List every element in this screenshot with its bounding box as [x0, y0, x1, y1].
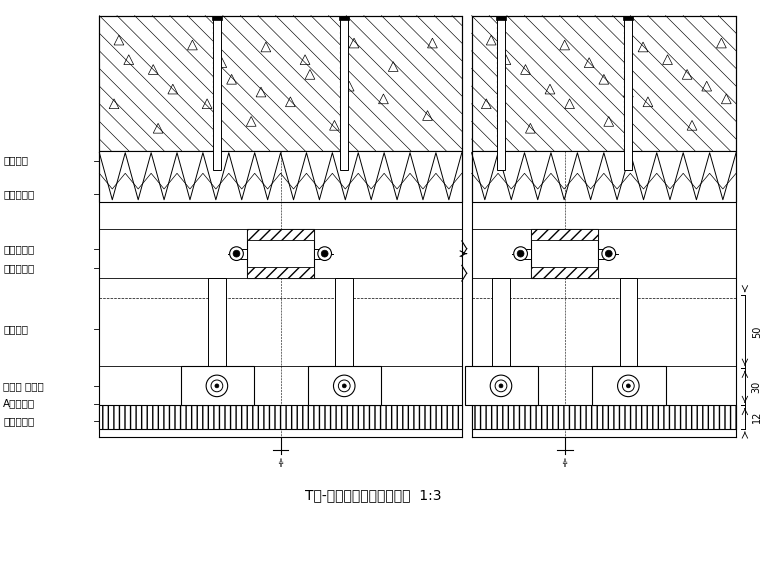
Bar	[472, 406, 736, 429]
Bar	[308, 366, 382, 406]
Text: 光平缝隙: 光平缝隙	[3, 156, 28, 165]
Bar	[236, 249, 247, 258]
Bar	[340, 15, 348, 170]
Circle shape	[618, 375, 639, 396]
Bar	[212, 15, 222, 20]
Circle shape	[605, 250, 612, 257]
Circle shape	[602, 247, 616, 261]
Circle shape	[517, 250, 524, 257]
Bar	[625, 15, 632, 170]
Bar	[465, 366, 538, 406]
Text: 陶瓷薄墙板: 陶瓷薄墙板	[3, 416, 35, 426]
Bar	[531, 229, 598, 240]
Circle shape	[318, 247, 331, 261]
Bar	[208, 278, 226, 366]
Circle shape	[490, 375, 511, 396]
Bar	[531, 229, 598, 278]
Bar	[520, 249, 531, 258]
Circle shape	[342, 384, 347, 388]
Circle shape	[495, 380, 507, 392]
Circle shape	[338, 380, 350, 392]
Bar	[492, 278, 510, 366]
Text: ╬: ╬	[562, 458, 567, 466]
Bar	[247, 229, 314, 240]
Text: 不锈钢 型挂件: 不锈钢 型挂件	[3, 381, 44, 391]
Circle shape	[499, 384, 503, 388]
Text: 50: 50	[752, 325, 760, 338]
Bar	[181, 366, 254, 406]
Text: ╬: ╬	[278, 458, 283, 466]
Bar	[247, 268, 314, 278]
Circle shape	[622, 380, 634, 392]
Bar	[496, 15, 506, 20]
Bar	[100, 406, 462, 429]
Bar	[213, 15, 221, 170]
Bar	[623, 15, 633, 20]
Bar	[247, 229, 314, 278]
Bar	[100, 15, 462, 151]
Text: 12: 12	[752, 411, 760, 423]
Bar	[619, 278, 637, 366]
Circle shape	[230, 247, 243, 261]
Text: 保温岩棉层: 保温岩棉层	[3, 189, 35, 199]
Circle shape	[626, 384, 630, 388]
Circle shape	[514, 247, 527, 261]
Bar	[100, 151, 462, 202]
Bar	[335, 278, 353, 366]
Text: 30: 30	[752, 381, 760, 393]
Bar	[340, 15, 349, 20]
Bar	[497, 15, 505, 170]
Bar	[314, 249, 325, 258]
Circle shape	[233, 250, 240, 257]
Circle shape	[211, 380, 223, 392]
Bar	[531, 268, 598, 278]
Circle shape	[321, 250, 328, 257]
Circle shape	[334, 375, 355, 396]
Bar	[598, 249, 610, 258]
Text: 幕墙竖龙骨: 幕墙竖龙骨	[3, 264, 35, 273]
Circle shape	[215, 384, 219, 388]
Text: T型-陶瓷板干挂横剖节点图  1:3: T型-陶瓷板干挂横剖节点图 1:3	[306, 488, 442, 503]
Text: 镀锌钢角码: 镀锌钢角码	[3, 244, 35, 254]
Bar	[472, 151, 736, 202]
Bar	[472, 15, 736, 151]
Text: 连接角码: 连接角码	[3, 324, 28, 334]
Text: A型锚固件: A型锚固件	[3, 399, 36, 408]
Circle shape	[206, 375, 228, 396]
Bar	[592, 366, 666, 406]
